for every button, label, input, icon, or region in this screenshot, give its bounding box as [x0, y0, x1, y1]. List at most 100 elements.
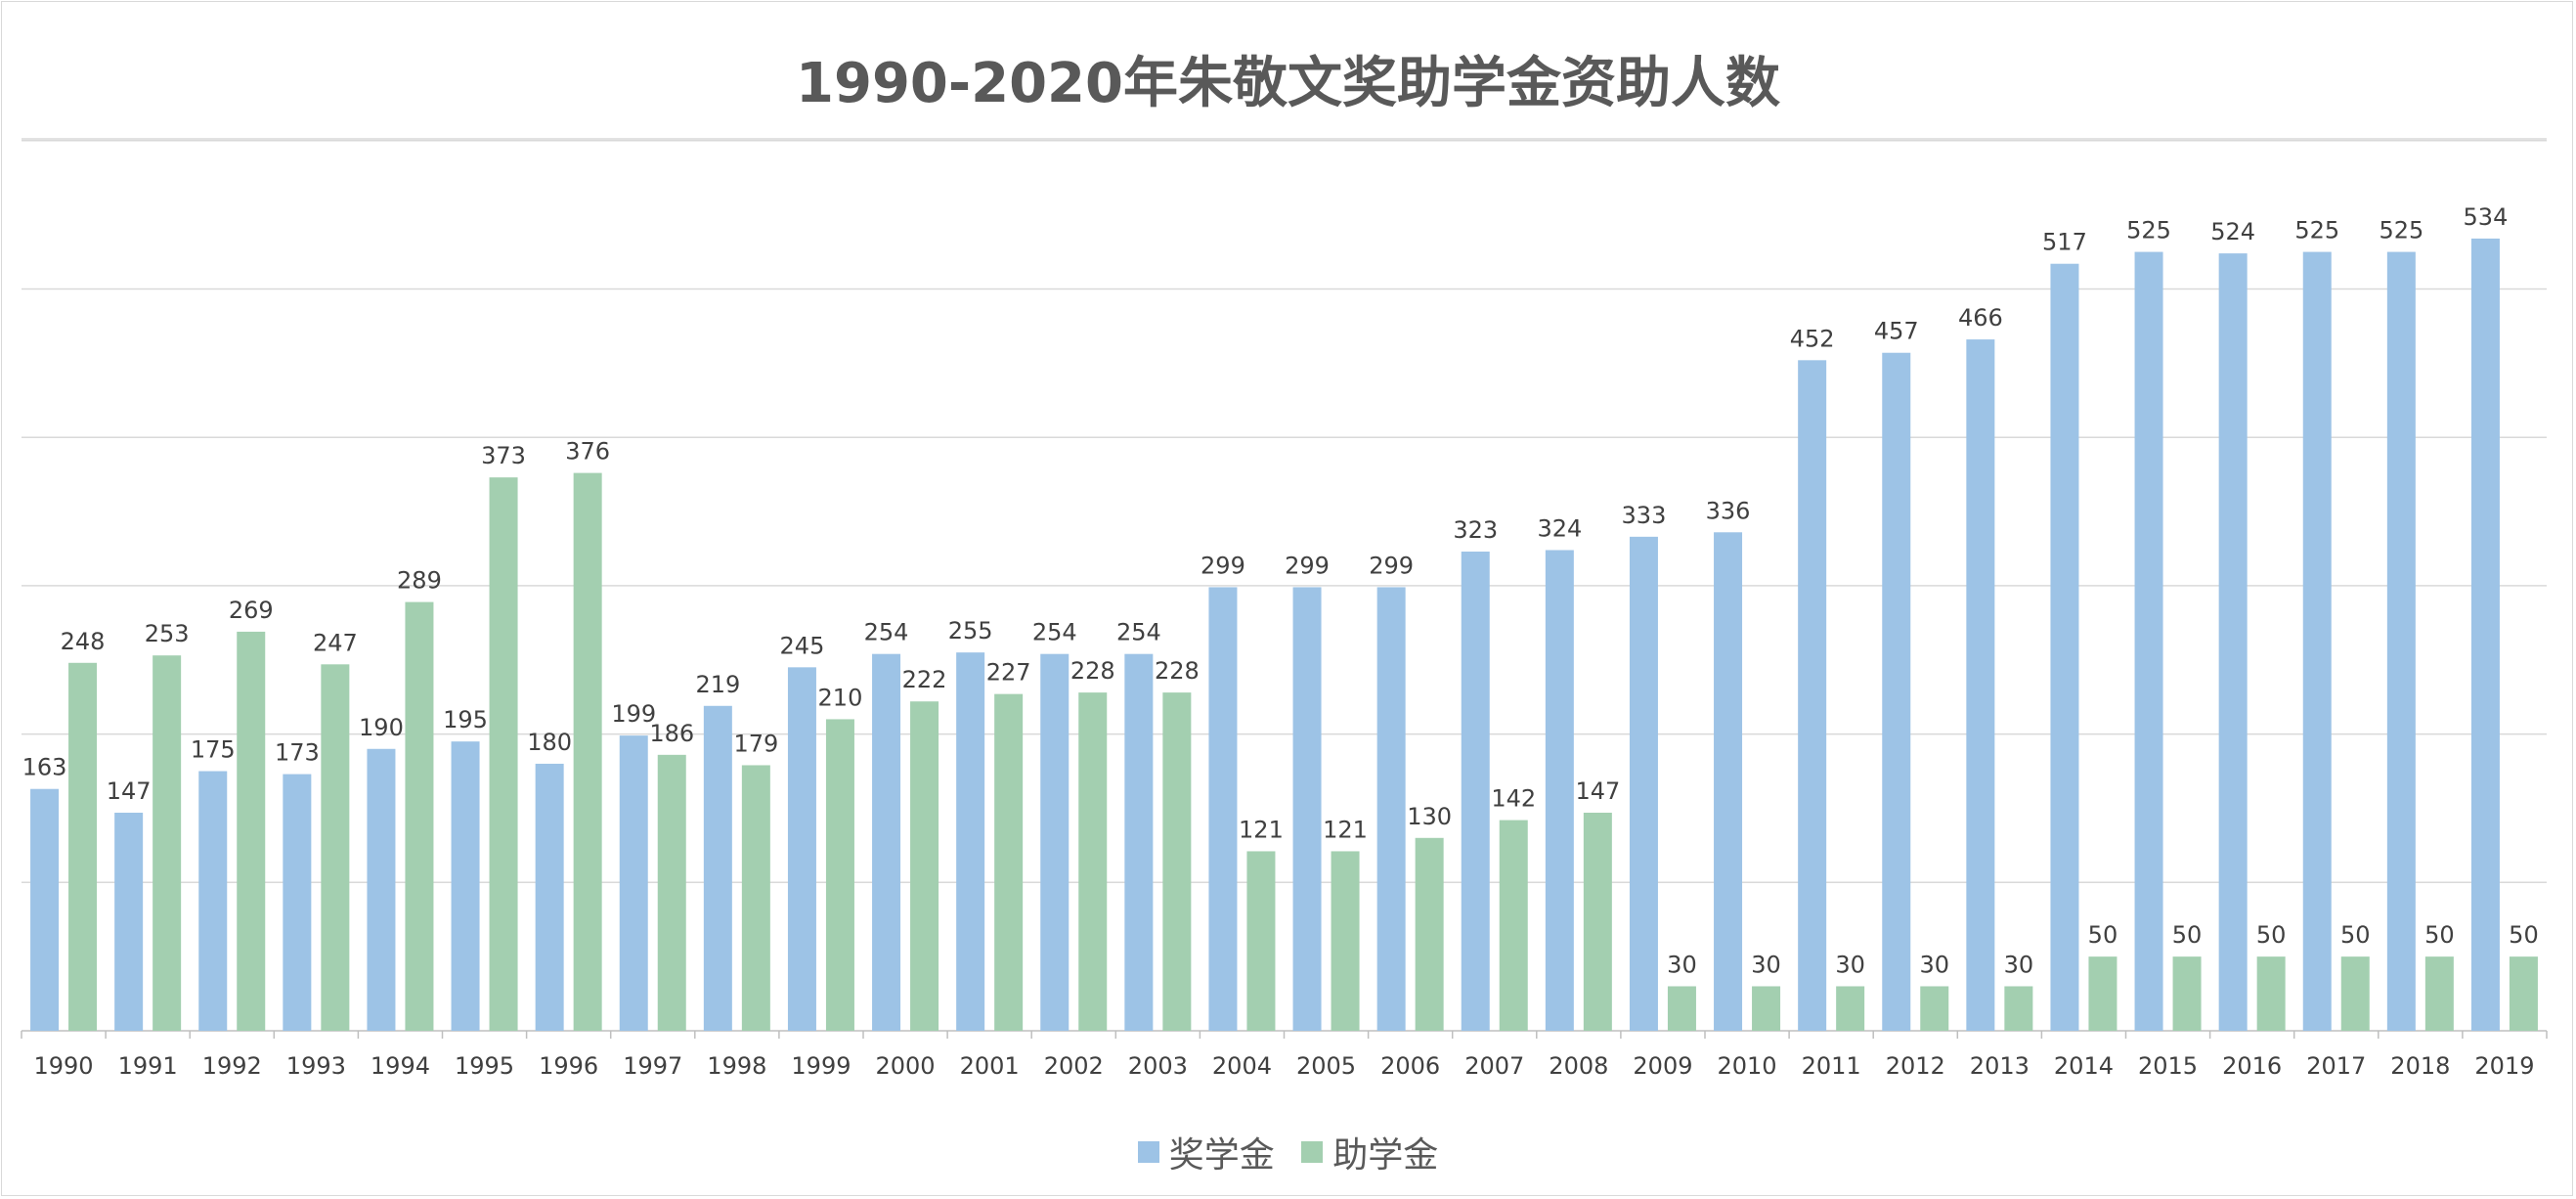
data-label-grant: 186	[649, 720, 694, 747]
bar-scholarship	[1545, 550, 1574, 1031]
data-label-grant: 247	[313, 629, 358, 656]
data-label-scholarship: 299	[1285, 552, 1330, 579]
data-label-scholarship: 524	[2210, 218, 2255, 245]
bar-grant	[321, 664, 350, 1031]
data-label-scholarship: 254	[1116, 619, 1161, 646]
x-tick-label: 1997	[623, 1052, 682, 1080]
bar-grant	[2340, 956, 2370, 1031]
x-tick-label: 1992	[202, 1052, 262, 1080]
bar-grant	[1499, 820, 1528, 1031]
data-label-scholarship: 219	[695, 671, 740, 698]
bar-scholarship	[2470, 238, 2500, 1031]
data-label-scholarship: 175	[191, 736, 236, 764]
bar-grant	[1667, 986, 1696, 1031]
data-label-scholarship: 457	[1874, 318, 1919, 345]
legend-swatch-scholarship	[1137, 1141, 1159, 1163]
data-label-grant: 30	[2004, 951, 2034, 978]
x-tick-label: 2010	[1718, 1052, 1777, 1080]
bar-scholarship	[451, 741, 480, 1031]
bar-grant	[1331, 851, 1360, 1031]
bar-grant	[2509, 956, 2538, 1031]
x-tick-label: 1990	[34, 1052, 94, 1080]
x-tick-label: 2015	[2138, 1052, 2198, 1080]
legend-item-scholarship: 奖学金	[1137, 1127, 1275, 1177]
bar-scholarship	[1040, 653, 1070, 1031]
bar-grant	[2424, 956, 2454, 1031]
bar-grant	[405, 601, 434, 1031]
data-label-scholarship: 255	[948, 617, 993, 644]
bar-scholarship	[956, 652, 985, 1031]
bar-scholarship	[1882, 352, 1911, 1032]
data-label-grant: 248	[61, 628, 106, 655]
bar-grant	[2088, 956, 2118, 1031]
bar-grant	[1920, 986, 1949, 1031]
data-label-scholarship: 254	[864, 619, 909, 646]
data-label-grant: 142	[1491, 785, 1536, 813]
bar-scholarship	[1798, 360, 1827, 1031]
x-tick-label: 2019	[2474, 1052, 2534, 1080]
bar-scholarship	[367, 748, 396, 1031]
data-label-grant: 130	[1407, 803, 1452, 830]
bar-scholarship	[1376, 587, 1406, 1031]
bar-grant	[1078, 692, 1108, 1031]
x-tick-label: 2016	[2222, 1052, 2282, 1080]
bar-grant	[1583, 813, 1612, 1031]
bar-grant	[573, 472, 602, 1031]
data-label-grant: 50	[2424, 921, 2455, 949]
data-label-scholarship: 333	[1622, 502, 1667, 529]
bar-scholarship	[1629, 536, 1658, 1031]
data-label-grant: 50	[2256, 921, 2287, 949]
data-label-scholarship: 245	[780, 632, 825, 659]
x-tick-label: 2014	[2054, 1052, 2114, 1080]
bar-grant	[1246, 851, 1276, 1031]
x-tick-label: 2007	[1464, 1052, 1524, 1080]
bar-scholarship	[2050, 263, 2079, 1031]
data-label-scholarship: 324	[1537, 514, 1582, 542]
x-tick-label: 1994	[371, 1052, 430, 1080]
bar-scholarship	[283, 774, 312, 1031]
bar-scholarship	[787, 667, 816, 1031]
bar-grant	[2256, 956, 2286, 1031]
data-labels: 163 248 147 253 175 269 173 247 190 289 195 373 180 3…	[22, 203, 2539, 979]
bars	[30, 238, 2538, 1032]
bar-scholarship	[1124, 653, 1154, 1031]
bar-grant	[910, 701, 939, 1031]
bar-grant	[153, 655, 182, 1031]
data-label-grant: 289	[397, 567, 442, 595]
x-tick-label: 2011	[1802, 1052, 1861, 1080]
data-label-scholarship: 299	[1369, 552, 1414, 579]
data-label-scholarship: 517	[2042, 229, 2087, 256]
data-label-grant: 30	[1919, 951, 1949, 978]
x-tick-label: 2008	[1549, 1052, 1608, 1080]
bar-grant	[489, 477, 518, 1031]
x-tick-label: 2013	[1970, 1052, 2030, 1080]
x-axis: 1990 1991 1992 1993 1994 1995 1996 1997 1998 1999…	[21, 1031, 2548, 1080]
bar-grant	[237, 631, 266, 1031]
x-tick-label: 2001	[960, 1052, 1020, 1080]
x-tick-label: 2006	[1380, 1052, 1440, 1080]
x-tick-label: 1998	[707, 1052, 766, 1080]
x-tick-label: 1995	[455, 1052, 514, 1080]
x-tick-label: 1999	[791, 1052, 851, 1080]
x-tick-label: 2005	[1296, 1052, 1356, 1080]
bar-grant	[1836, 986, 1865, 1031]
legend-label-grant: 助学金	[1332, 1135, 1439, 1176]
bar-scholarship	[2134, 251, 2163, 1031]
data-label-scholarship: 452	[1790, 325, 1835, 352]
data-label-grant: 121	[1323, 816, 1368, 843]
bar-scholarship	[1461, 552, 1490, 1031]
x-tick-label: 2012	[1886, 1052, 1945, 1080]
x-tick-label: 2009	[1633, 1052, 1692, 1080]
data-label-grant: 121	[1239, 816, 1284, 843]
data-label-scholarship: 336	[1706, 497, 1751, 524]
bar-grant	[1415, 837, 1444, 1031]
data-label-grant: 30	[1751, 951, 1781, 978]
data-label-grant: 269	[229, 597, 274, 624]
bar-grant	[1752, 986, 1781, 1031]
bar-scholarship	[2302, 251, 2332, 1031]
data-label-scholarship: 525	[2126, 217, 2171, 244]
bar-scholarship	[535, 763, 564, 1031]
legend-item-grant: 助学金	[1301, 1127, 1438, 1177]
bar-scholarship	[30, 788, 60, 1031]
